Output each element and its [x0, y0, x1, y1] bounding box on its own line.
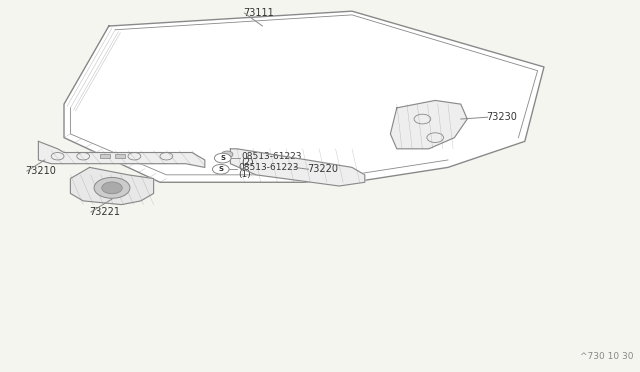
Text: ^730 10 30: ^730 10 30 [580, 352, 634, 361]
Bar [115, 154, 125, 158]
Text: 08513-61223: 08513-61223 [238, 163, 299, 172]
Circle shape [221, 151, 233, 158]
Text: 73221: 73221 [90, 207, 120, 217]
Text: (2): (2) [241, 158, 254, 167]
Text: 73111: 73111 [243, 8, 274, 18]
Polygon shape [230, 149, 365, 186]
Polygon shape [70, 167, 154, 205]
Text: 73210: 73210 [26, 166, 56, 176]
Text: 73230: 73230 [486, 112, 517, 122]
Text: 73220: 73220 [307, 164, 338, 174]
Circle shape [102, 182, 122, 194]
Text: S: S [220, 155, 225, 161]
Text: 08513-61223: 08513-61223 [241, 152, 302, 161]
Polygon shape [64, 11, 544, 182]
Polygon shape [38, 141, 205, 167]
Text: S: S [218, 166, 223, 172]
Polygon shape [390, 100, 467, 149]
Circle shape [214, 153, 231, 163]
Bar [100, 154, 110, 158]
Circle shape [212, 164, 229, 174]
Text: (1): (1) [238, 170, 251, 179]
Circle shape [94, 177, 130, 198]
